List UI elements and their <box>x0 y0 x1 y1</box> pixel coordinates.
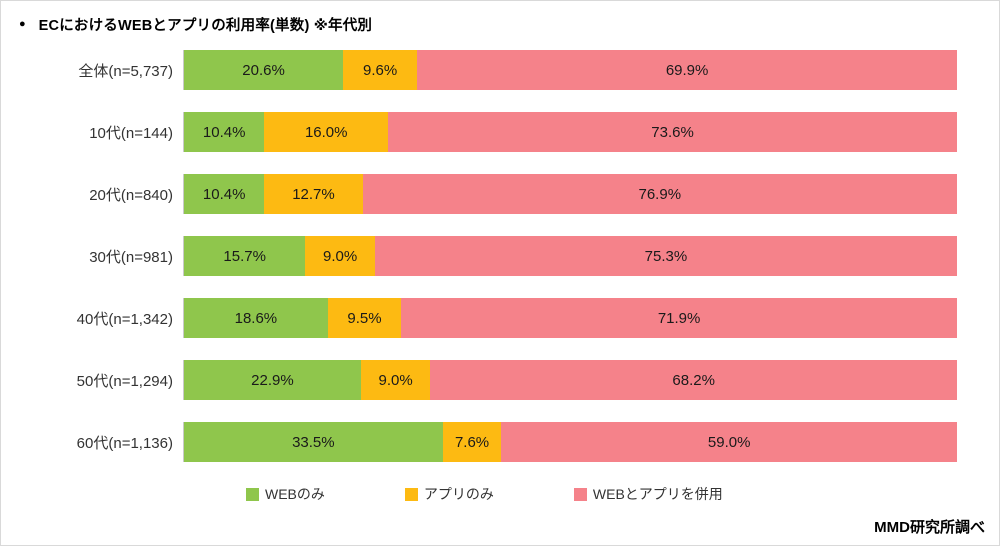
bar-segment-web-and-app: 69.9% <box>417 50 957 90</box>
chart-row: 60代(n=1,136) 33.5% 7.6% 59.0% <box>1 422 957 462</box>
bar-segment-web-and-app: 73.6% <box>388 112 957 152</box>
chart-row: 全体(n=5,737) 20.6% 9.6% 69.9% <box>1 50 957 90</box>
legend-label: アプリのみ <box>423 486 494 502</box>
bar-segment-web-and-app: 76.9% <box>362 174 957 214</box>
bar-segment-web-only: 15.7% <box>184 236 306 276</box>
bar-segment-web-only: 18.6% <box>184 298 328 338</box>
bar-segment-app-only: 9.5% <box>327 298 402 338</box>
bar-track: 10.4% 16.0% 73.6% <box>183 112 957 152</box>
bar-segment-app-only: 16.0% <box>264 112 389 152</box>
bar-segment-app-only: 9.0% <box>360 360 431 400</box>
chart-row: 10代(n=144) 10.4% 16.0% 73.6% <box>1 112 957 152</box>
row-label: 10代(n=144) <box>89 124 173 142</box>
bar-track: 20.6% 9.6% 69.9% <box>183 50 957 90</box>
bar-segment-web-and-app: 59.0% <box>501 422 957 462</box>
bar-segment-web-only: 22.9% <box>184 360 361 400</box>
legend-marker-icon <box>404 487 418 501</box>
chart-row: 40代(n=1,342) 18.6% 9.5% 71.9% <box>1 298 957 338</box>
row-label: 20代(n=840) <box>89 186 173 204</box>
legend-label: WEBのみ <box>265 486 325 502</box>
bullet-icon: ● <box>19 18 26 30</box>
legend-marker-icon <box>573 487 587 501</box>
bar-segment-app-only: 9.6% <box>343 50 418 90</box>
chart-row: 50代(n=1,294) 22.9% 9.0% 68.2% <box>1 360 957 400</box>
bar-segment-web-only: 20.6% <box>184 50 344 90</box>
bar-segment-web-and-app: 68.2% <box>430 360 957 400</box>
row-label: 50代(n=1,294) <box>76 372 173 390</box>
legend-marker-icon <box>246 487 259 501</box>
row-label: 40代(n=1,342) <box>76 310 173 328</box>
chart-row: 20代(n=840) 10.4% 12.7% 76.9% <box>1 174 957 214</box>
bar-track: 33.5% 7.6% 59.0% <box>183 422 957 462</box>
legend-item-app-only: アプリのみ <box>404 484 494 504</box>
chart-title-row: ● ECにおけるWEBとアプリの利用率(単数) ※年代別 <box>1 1 999 35</box>
bar-track: 15.7% 9.0% 75.3% <box>183 236 957 276</box>
bar-segment-web-and-app: 75.3% <box>374 236 957 276</box>
bar-segment-web-only: 33.5% <box>184 422 443 462</box>
bar-segment-app-only: 7.6% <box>442 422 502 462</box>
bar-segment-app-only: 12.7% <box>264 174 363 214</box>
legend-item-web-and-app: WEBとアプリを併用 <box>573 484 723 504</box>
bar-segment-app-only: 9.0% <box>305 236 375 276</box>
legend-item-web-only: WEBのみ <box>246 484 325 504</box>
chart-row: 30代(n=981) 15.7% 9.0% 75.3% <box>1 236 957 276</box>
bar-track: 18.6% 9.5% 71.9% <box>183 298 957 338</box>
bar-segment-web-and-app: 71.9% <box>401 298 957 338</box>
bar-segment-web-only: 10.4% <box>184 174 265 214</box>
bar-segment-web-only: 10.4% <box>184 112 265 152</box>
page-title: ECにおけるWEBとアプリの利用率(単数) ※年代別 <box>38 18 373 34</box>
stacked-bar-chart: 全体(n=5,737) 20.6% 9.6% 69.9% 10代(n=144) 10.4%… <box>1 50 999 462</box>
legend-label: WEBとアプリを併用 <box>592 486 723 502</box>
row-label: 30代(n=981) <box>89 248 173 266</box>
bar-track: 22.9% 9.0% 68.2% <box>183 360 957 400</box>
row-label: 全体(n=5,737) <box>78 62 173 80</box>
row-label: 60代(n=1,136) <box>76 434 173 452</box>
source-credit: MMD研究所調べ <box>874 519 985 536</box>
chart-legend: WEBのみ アプリのみ WEBとアプリを併用 <box>246 484 999 504</box>
bar-track: 10.4% 12.7% 76.9% <box>183 174 957 214</box>
